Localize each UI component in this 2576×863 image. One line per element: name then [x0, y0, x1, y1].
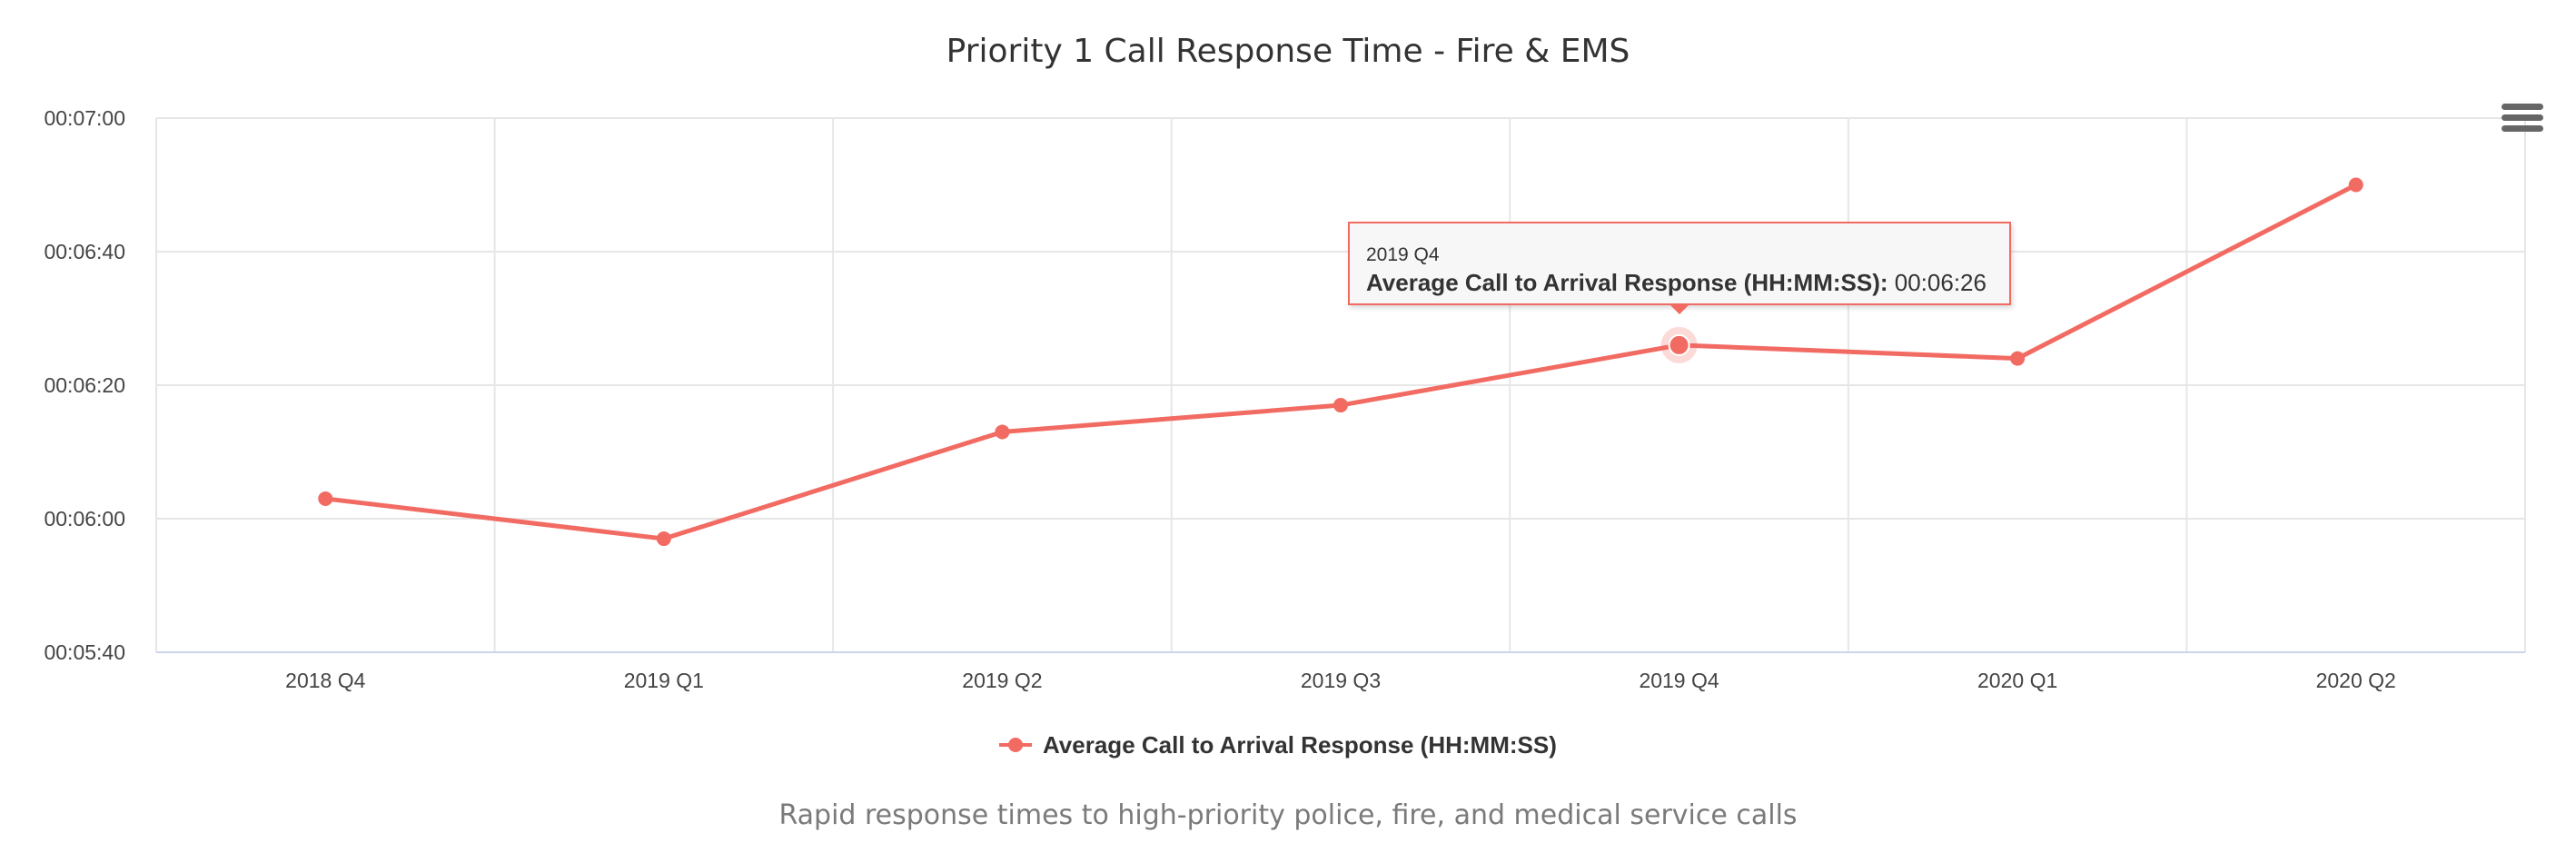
x-tick-label: 2019 Q1: [624, 669, 704, 692]
data-point: [2010, 351, 2026, 366]
tooltip: 2019 Q4 Average Call to Arrival Response…: [1348, 222, 2011, 305]
tooltip-arrow: [1669, 303, 1690, 314]
x-tick-label: 2018 Q4: [285, 669, 365, 692]
y-tick-label: 00:05:40: [44, 640, 125, 664]
y-tick-label: 00:06:20: [44, 373, 125, 397]
y-tick-label: 00:07:00: [44, 106, 125, 130]
data-point: [1333, 398, 1348, 413]
data-point: [2348, 177, 2363, 193]
tooltip-series-label: Average Call to Arrival Response (HH:MM:…: [1366, 269, 1888, 296]
grid: [155, 117, 2526, 653]
hamburger-menu-icon[interactable]: [2502, 104, 2543, 140]
y-tick-label: 00:06:00: [44, 507, 125, 531]
x-tick-label: 2019 Q4: [1639, 669, 1719, 692]
y-axis-ticks: 00:05:40 00:06:00 00:06:20 00:06:40 00:07:00: [44, 106, 125, 664]
tooltip-category: 2019 Q4: [1366, 244, 1440, 265]
x-axis-ticks: 2018 Q4 2019 Q1 2019 Q2 2019 Q3 2019 Q4 2020 …: [285, 669, 2396, 692]
x-tick-label: 2020 Q1: [1977, 669, 2057, 692]
legend-label[interactable]: Average Call to Arrival Response (HH:MM:…: [1043, 731, 1557, 759]
x-tick-label: 2020 Q2: [2316, 669, 2396, 692]
series-line: [322, 183, 2359, 541]
tooltip-value-line: Average Call to Arrival Response (HH:MM:…: [1366, 267, 1993, 298]
data-point: [318, 491, 333, 506]
data-point-hovered: [1668, 333, 1690, 356]
data-point: [656, 531, 671, 547]
tooltip-value: 00:06:26: [1894, 269, 1986, 296]
y-tick-label: 00:06:40: [44, 240, 125, 263]
legend-marker: [1008, 738, 1023, 752]
chart-caption: Rapid response times to high-priority po…: [778, 799, 1798, 831]
legend[interactable]: Average Call to Arrival Response (HH:MM:…: [999, 731, 1557, 759]
chart-title: Priority 1 Call Response Time - Fire & E…: [946, 33, 1630, 70]
data-point: [995, 424, 1010, 440]
x-tick-label: 2019 Q3: [1301, 669, 1381, 692]
x-tick-label: 2019 Q2: [962, 669, 1042, 692]
series-layer: [318, 177, 2363, 547]
